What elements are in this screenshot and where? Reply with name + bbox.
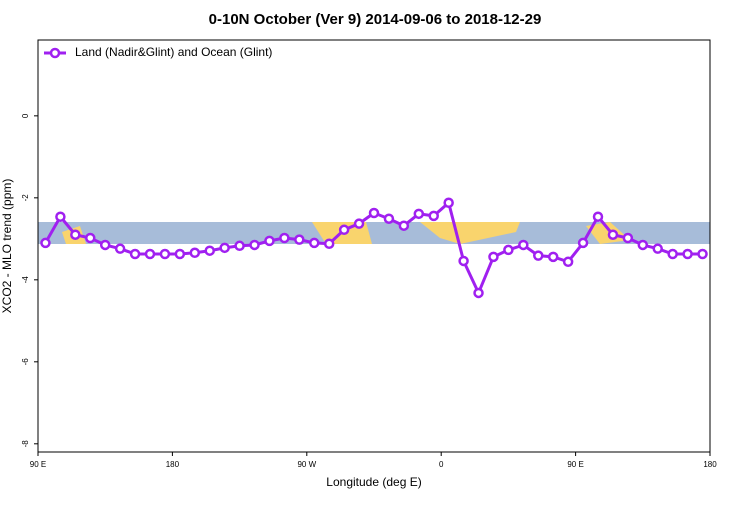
data-point (85, 232, 96, 244)
data-point (174, 248, 186, 260)
data-point (488, 251, 499, 263)
plot-frame (37, 39, 711, 453)
chart-title: 0-10N October (Ver 9) 2014-09-06 to 2018… (209, 11, 542, 28)
y-tick-label: -8 (21, 440, 30, 448)
x-tick-label: 90 W (297, 460, 316, 469)
data-point (249, 239, 260, 251)
data-point (518, 239, 529, 251)
data-point (667, 248, 678, 260)
data-point (353, 218, 365, 229)
legend-marker (49, 47, 61, 59)
data-point (458, 255, 469, 267)
data-point (338, 224, 350, 236)
data-point (114, 243, 126, 254)
data-point (398, 220, 410, 231)
data-point (323, 238, 335, 249)
data-point (533, 250, 544, 261)
data-point (294, 234, 305, 245)
data-point (473, 287, 484, 299)
data-point (652, 243, 663, 254)
data-point (159, 248, 171, 260)
legend-label: Land (Nadir&Glint) and Ocean (Glint) (75, 45, 272, 59)
data-point (383, 213, 395, 224)
x-tick-label: 90 E (30, 460, 46, 469)
data-point (144, 248, 156, 260)
data-point (204, 245, 215, 256)
data-point (697, 248, 708, 260)
data-point (592, 211, 604, 222)
data-point (219, 242, 230, 254)
data-point (264, 235, 275, 247)
data-point (129, 248, 141, 260)
data-point (503, 244, 514, 256)
data-point (413, 208, 425, 220)
data-point (368, 207, 380, 219)
data-point (279, 232, 290, 244)
x-tick-label: 90 E (567, 460, 583, 469)
x-axis-label: Longitude (deg E) (326, 475, 421, 489)
data-point (309, 237, 320, 249)
data-point (189, 247, 201, 259)
y-tick-label: 0 (21, 113, 30, 118)
data-point (428, 210, 439, 222)
data-point (70, 229, 81, 240)
data-point (607, 229, 619, 240)
data-point (40, 237, 51, 249)
x-tick-label: 180 (703, 460, 717, 469)
data-point (234, 240, 245, 252)
y-tick-label: -4 (21, 276, 30, 284)
data-point (99, 239, 111, 251)
data-point (682, 248, 693, 260)
data-point (577, 237, 589, 249)
data-point (562, 256, 574, 268)
x-tick-label: 180 (166, 460, 180, 469)
data-point (547, 251, 559, 263)
y-axis-label: XCO2 - MLO trend (ppm) (0, 179, 14, 314)
y-tick-label: -6 (21, 358, 30, 366)
data-point (443, 197, 454, 209)
data-point (637, 239, 649, 251)
data-point (622, 232, 634, 244)
x-tick-label: 0 (439, 460, 444, 469)
y-tick-label: -2 (21, 194, 30, 202)
data-point (55, 211, 66, 222)
